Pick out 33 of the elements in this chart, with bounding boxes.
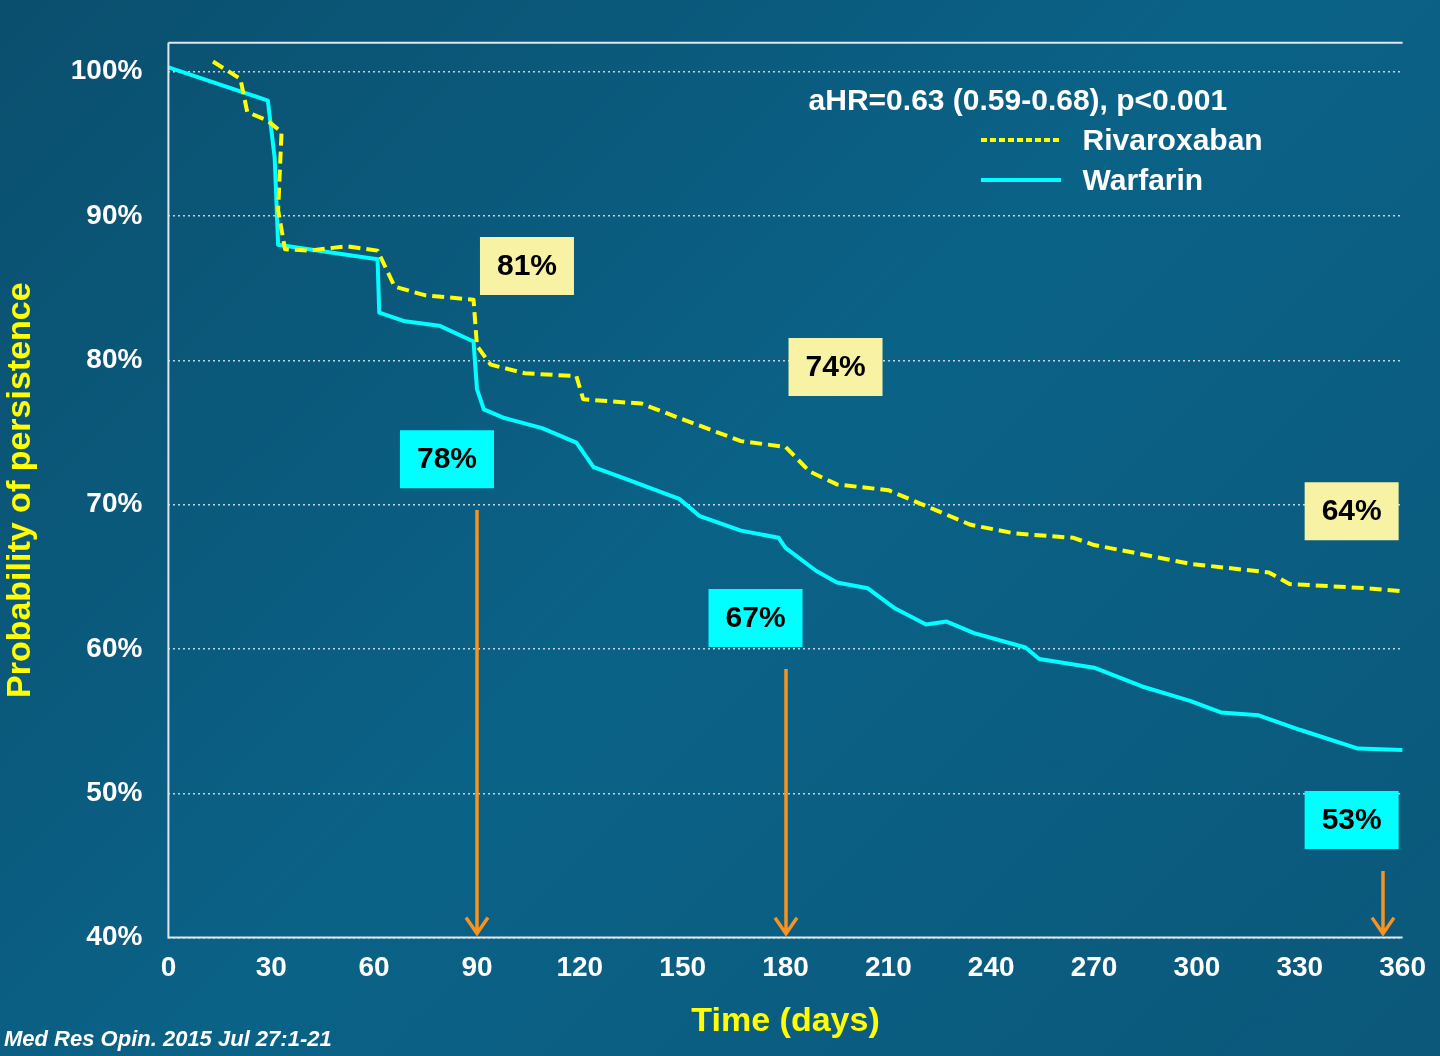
text: Med Res Opin. 2015 Jul 27:1-21 bbox=[4, 1026, 332, 1052]
annotation: 74% bbox=[805, 349, 866, 383]
x-tick-label: 240 bbox=[967, 951, 1015, 983]
x-tick-label: 210 bbox=[865, 951, 912, 983]
x-tick-label: 90 bbox=[461, 951, 493, 983]
annotation: 53% bbox=[1321, 802, 1382, 836]
x-tick-label: 0 bbox=[160, 951, 177, 983]
x-tick-label: 270 bbox=[1070, 951, 1118, 983]
y-tick-label: 90% bbox=[86, 198, 143, 230]
y-tick-label: 80% bbox=[86, 343, 143, 375]
line-series bbox=[210, 59, 1403, 594]
x-tick-label: 120 bbox=[556, 951, 604, 983]
x-axis-title: Time (days) bbox=[691, 999, 880, 1038]
annotation: 78% bbox=[416, 441, 477, 475]
y-tick-label: 70% bbox=[86, 487, 143, 519]
annotation: 81% bbox=[496, 248, 557, 282]
y-tick-label: 50% bbox=[86, 776, 143, 807]
x-tick-label: 150 bbox=[659, 951, 707, 983]
x-tick-label: 360 bbox=[1379, 951, 1426, 983]
x-tick-label: 330 bbox=[1276, 951, 1324, 983]
legend-label: Warfarin bbox=[1082, 162, 1204, 197]
x-tick-label: 60 bbox=[358, 951, 390, 983]
x-tick-label: 180 bbox=[762, 951, 809, 983]
x-tick-label: 300 bbox=[1173, 951, 1221, 983]
y-tick-label: 60% bbox=[86, 631, 143, 663]
legend-title: aHR=0.63 (0.59-0.68), p<0.001 bbox=[808, 82, 1229, 117]
annotation: 64% bbox=[1321, 493, 1382, 527]
y-axis-title: Probability of persistence bbox=[0, 282, 37, 699]
y-tick-label: 40% bbox=[86, 920, 143, 952]
legend-label: Rivaroxaban bbox=[1082, 122, 1263, 157]
annotation: 67% bbox=[725, 600, 786, 634]
x-tick-label: 30 bbox=[255, 951, 287, 983]
y-tick-label: 100% bbox=[70, 54, 143, 86]
